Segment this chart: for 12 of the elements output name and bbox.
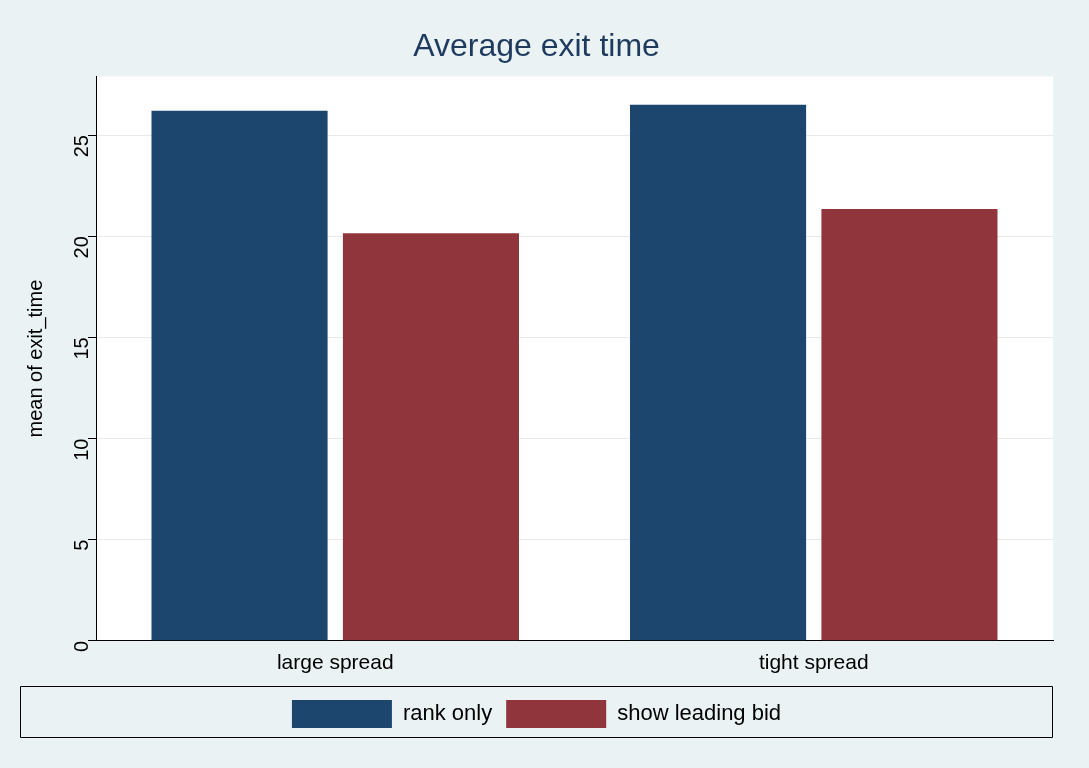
y-axis-title: mean of exit_time <box>23 279 47 438</box>
y-tick-label: 5 <box>69 539 92 551</box>
y-tick-label: 25 <box>69 135 92 158</box>
chart-title: Average exit time <box>413 27 660 64</box>
legend-label: rank only <box>402 700 493 726</box>
legend-label: show leading bid <box>617 700 782 726</box>
y-tick-label: 15 <box>69 337 92 360</box>
x-tick-label: large spread <box>276 650 394 674</box>
y-tick-label: 10 <box>69 438 92 461</box>
y-tick-label: 0 <box>69 640 92 652</box>
y-tick-label: 20 <box>69 236 92 259</box>
x-tick-label: tight spread <box>758 650 869 674</box>
